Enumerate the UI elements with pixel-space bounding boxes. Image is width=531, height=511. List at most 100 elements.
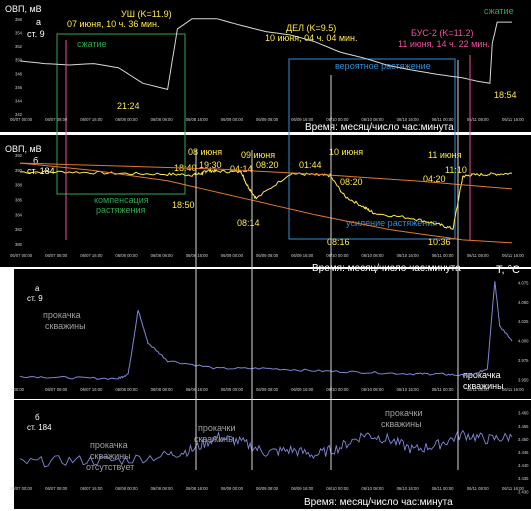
y-tick-label: 392	[15, 153, 23, 158]
temp-st184-panel-letter: б	[35, 413, 40, 422]
ovp-st184-ylabel: ОВП, мВ	[5, 144, 42, 154]
x-tick-label: 06/09 08:00	[256, 117, 279, 122]
ovp-st9-panel-letter: а	[36, 17, 41, 27]
x-tick-label: 06/08 08:00	[151, 253, 174, 258]
temp-st9-station: ст. 9	[27, 294, 43, 303]
series-line	[19, 429, 513, 468]
y-tick-label: 3.435	[518, 476, 529, 481]
temp-st184-panel	[14, 400, 531, 509]
x-tick-label: 06/10 00:00	[326, 486, 349, 491]
y-tick-label: 3.975	[518, 358, 529, 363]
ush-event-time: 07 июня, 10 ч. 36 мин.	[67, 19, 160, 29]
ovp-st184-station: ст. 184	[27, 166, 55, 176]
x-tick-label: 06/08 08:00	[151, 486, 174, 491]
x-tick-label: 06/07 16:00	[80, 486, 103, 491]
y-tick-label: 388	[15, 183, 23, 188]
y-tick-label: 384	[15, 212, 23, 217]
time-0816: 08:16	[327, 237, 350, 247]
time-0414: 04:14	[230, 164, 253, 174]
x-tick-label: 06/10 16:00	[397, 387, 420, 392]
x-tick-label: 06/07 08:00	[45, 486, 68, 491]
y-tick-label: 3.460	[518, 411, 529, 416]
y-tick-label: 3.430	[518, 489, 529, 494]
x-tick-label: 06/09 16:00	[291, 486, 314, 491]
temp-st184-xlabel: Время: месяц/число час:минута	[304, 497, 453, 508]
ovp-st9-xlabel: Время: месяц/число час:минута	[305, 122, 454, 133]
no-pumping-label-2: скважины	[90, 451, 131, 461]
x-tick-label: 06/11 16:00	[502, 253, 524, 258]
bus2-event-name: БУС-2 (K=11.2)	[411, 28, 474, 38]
time-1854: 18:54	[494, 90, 517, 100]
no-pumping-label-1: прокачка	[90, 440, 128, 450]
x-tick-label: 06/11 08:00	[467, 117, 489, 122]
compression-label-2: сжатие	[484, 6, 514, 16]
x-tick-label: 06/11 00:00	[432, 117, 454, 122]
compression-label-1: сжатие	[77, 39, 107, 49]
y-tick-label: 352	[15, 44, 23, 49]
y-tick-label: 4.075	[518, 280, 529, 285]
time-1110: 11:10	[445, 165, 467, 175]
compensation-label-2: растяжения	[96, 205, 146, 215]
ovp-st9-station: ст. 9	[27, 29, 45, 39]
y-tick-label: 348	[15, 71, 23, 76]
x-tick-label: 7 00:00	[10, 387, 25, 392]
series-line	[19, 167, 513, 230]
x-tick-label: 06/07 00:00	[10, 253, 33, 258]
x-tick-label: 06/09 00:00	[221, 117, 244, 122]
x-tick-label: 06/08 08:00	[151, 117, 174, 122]
y-tick-label: 3.445	[518, 450, 529, 455]
x-tick-label: 06/08 00:00	[115, 117, 138, 122]
x-tick-label: 06/10 16:00	[397, 486, 420, 491]
x-tick-label: 06/09 16:00	[291, 253, 314, 258]
series-line	[19, 162, 513, 190]
ovp-st9-ylabel: ОВП, мВ	[5, 4, 42, 14]
x-tick-label: 06/10 00:00	[326, 117, 349, 122]
pumping-label-st9-1: прокачка	[43, 310, 81, 320]
y-tick-label: 350	[15, 58, 23, 63]
x-tick-label: 06/09 08:00	[256, 253, 279, 258]
x-tick-label: 06/08 16:00	[186, 387, 209, 392]
ovp-st184-xlabel: Время: месяц/число час:минута	[312, 263, 461, 274]
extension-increase-label: усиление растяжения	[346, 218, 437, 228]
x-tick-label: 06/08 08:00	[151, 387, 174, 392]
probable-extension-box	[288, 58, 456, 240]
y-tick-label: 3.450	[518, 437, 529, 442]
y-tick-label: 386	[15, 198, 23, 203]
pumping-label-st184-2: скважины	[194, 434, 235, 444]
y-tick-label: 3.950	[518, 378, 529, 383]
day-label-08: 08 июня	[188, 147, 222, 157]
time-0814: 08:14	[237, 218, 260, 228]
time-2124: 21:24	[117, 101, 140, 111]
time-0144: 01:44	[299, 160, 322, 170]
x-tick-label: 06/08 00:00	[115, 253, 138, 258]
x-tick-label: 06/10 08:00	[361, 117, 384, 122]
y-tick-label: 4.000	[518, 339, 529, 344]
pumping-label-st184-3: прокачки	[385, 408, 422, 418]
no-pumping-label-3: отсутствует	[86, 462, 134, 472]
time-0420: 04:20	[423, 174, 446, 184]
y-tick-label: 354	[15, 31, 23, 36]
time-1850: 18:50	[172, 200, 195, 210]
probable-extension-label: вероятное растяжение	[335, 61, 431, 71]
x-tick-label: 06/08 00:00	[115, 486, 138, 491]
series-line	[19, 162, 513, 244]
x-tick-label: 06/09 00:00	[221, 387, 244, 392]
x-tick-label: 06/10 08:00	[361, 253, 384, 258]
ovp-st9-panel	[0, 0, 531, 132]
x-tick-label: 06/08 16:00	[186, 117, 209, 122]
series-line	[19, 18, 512, 91]
y-tick-label: 4.025	[518, 319, 529, 324]
x-tick-label: 06/09 08:00	[256, 486, 279, 491]
y-tick-label: 380	[15, 242, 23, 247]
x-tick-label: 06/07 16:00	[80, 387, 103, 392]
temp-st9-panel-letter: а	[35, 284, 40, 293]
x-tick-label: 06/07 00:00	[10, 486, 33, 491]
x-tick-label: 06/11 16:00	[502, 117, 524, 122]
compression-box	[56, 33, 186, 195]
x-tick-label: 06/11 16:00	[502, 387, 524, 392]
day-label-09: 09 июня	[241, 150, 275, 160]
x-tick-label: 06/10 08:00	[361, 486, 384, 491]
temp-st184-station: ст. 184	[27, 423, 52, 432]
